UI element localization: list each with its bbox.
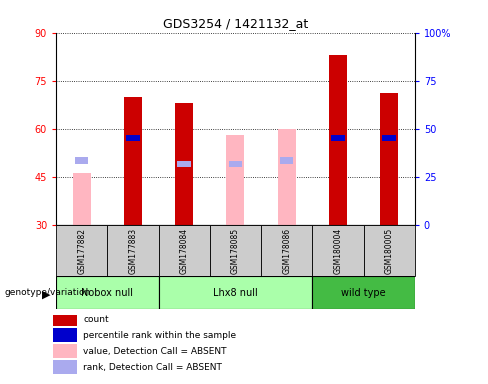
FancyBboxPatch shape [210, 225, 261, 276]
Text: percentile rank within the sample: percentile rank within the sample [83, 331, 236, 340]
Bar [178, 161, 191, 167]
Text: GSM177883: GSM177883 [128, 227, 138, 274]
Bar [229, 161, 242, 167]
FancyBboxPatch shape [159, 225, 210, 276]
Text: rank, Detection Call = ABSENT: rank, Detection Call = ABSENT [83, 362, 222, 372]
Text: genotype/variation: genotype/variation [5, 288, 91, 298]
Text: ▶: ▶ [41, 289, 50, 299]
Text: GSM178084: GSM178084 [180, 227, 189, 274]
Text: GSM178085: GSM178085 [231, 227, 240, 274]
Bar [175, 103, 193, 225]
FancyBboxPatch shape [261, 225, 312, 276]
Bar [278, 129, 296, 225]
Text: count: count [83, 314, 109, 324]
Bar [178, 161, 191, 167]
Bar [124, 97, 142, 225]
Bar [331, 135, 345, 141]
FancyBboxPatch shape [107, 225, 159, 276]
FancyBboxPatch shape [312, 225, 364, 276]
Text: Nobox null: Nobox null [81, 288, 133, 298]
Bar [159, 276, 312, 309]
Title: GDS3254 / 1421132_at: GDS3254 / 1421132_at [163, 17, 308, 30]
Bar [53, 344, 77, 358]
Bar [126, 135, 140, 141]
Text: wild type: wild type [341, 288, 386, 298]
Bar [53, 313, 77, 326]
Text: GSM178086: GSM178086 [282, 227, 291, 274]
Bar [226, 135, 244, 225]
Text: GSM177882: GSM177882 [77, 228, 86, 273]
FancyBboxPatch shape [364, 225, 415, 276]
Text: GSM180004: GSM180004 [333, 227, 343, 274]
Text: Lhx8 null: Lhx8 null [213, 288, 258, 298]
Text: GSM180005: GSM180005 [385, 227, 394, 274]
Bar [53, 360, 77, 374]
Bar [75, 157, 88, 164]
Bar [56, 276, 159, 309]
Bar [73, 174, 91, 225]
Text: value, Detection Call = ABSENT: value, Detection Call = ABSENT [83, 347, 226, 356]
Bar [53, 328, 77, 342]
Bar [380, 93, 398, 225]
Bar [383, 135, 396, 141]
Bar [329, 55, 347, 225]
Bar [312, 276, 415, 309]
Bar [280, 157, 293, 164]
FancyBboxPatch shape [56, 225, 107, 276]
